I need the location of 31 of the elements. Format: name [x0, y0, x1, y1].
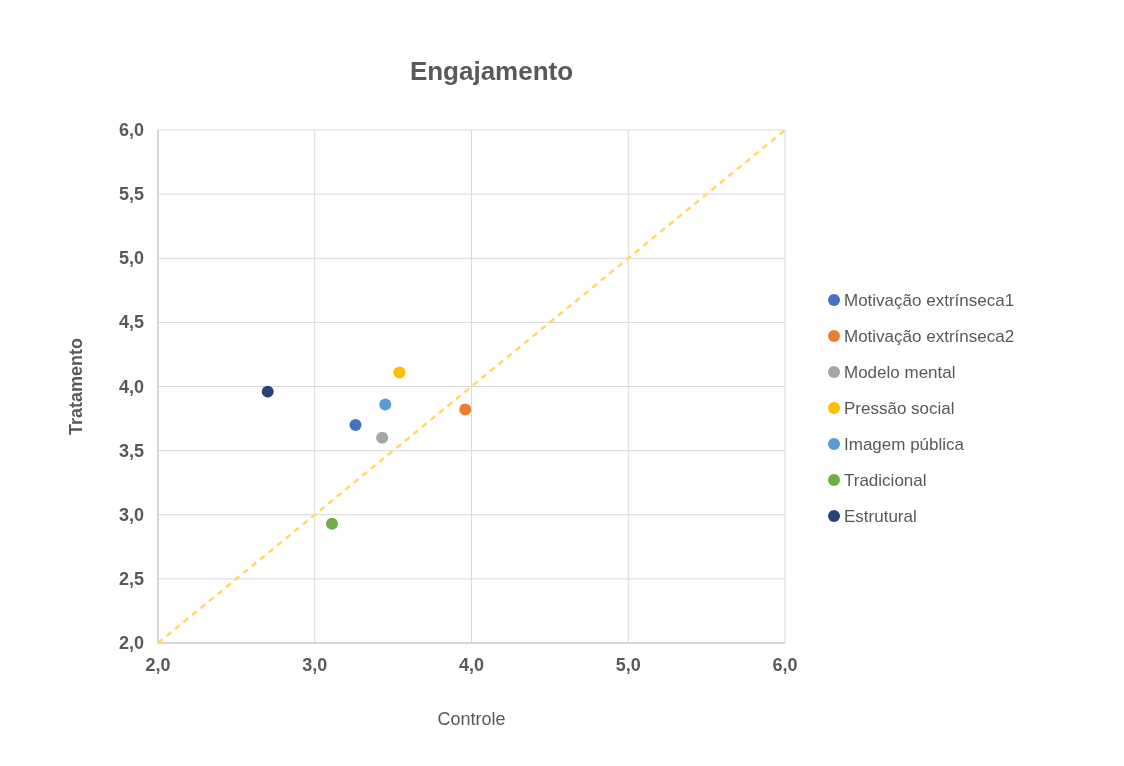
- x-tick-label: 2,0: [145, 655, 171, 675]
- y-tick-label: 4,0: [118, 376, 144, 397]
- point: [325, 517, 338, 530]
- legend-label: Imagem pública: [844, 435, 965, 454]
- point: [379, 398, 392, 411]
- legend-label: Estrutural: [844, 507, 917, 526]
- point: [459, 403, 472, 416]
- legend-label: Motivação extrínseca2: [844, 327, 1015, 346]
- point: [393, 366, 406, 379]
- legend-label: Pressão social: [844, 399, 955, 418]
- legend-label: Modelo mental: [844, 363, 956, 382]
- y-tick-label: 5,0: [118, 248, 144, 269]
- legend-label: Tradicional: [844, 471, 927, 490]
- point: [261, 385, 274, 398]
- y-tick-label: 3,5: [118, 440, 144, 461]
- y-tick-label: 2,5: [118, 568, 144, 589]
- point: [376, 431, 389, 444]
- y-tick-label: 3,0: [118, 504, 144, 525]
- x-tick-label: 6,0: [772, 655, 798, 675]
- point: [349, 418, 362, 431]
- y-tick-label: 2,0: [118, 633, 144, 653]
- x-tick-label: 5,0: [615, 655, 641, 675]
- chart-title: Engajamento: [409, 56, 574, 86]
- y-tick-label: 6,0: [118, 120, 144, 140]
- y-axis-title: Tratamento: [66, 337, 86, 436]
- y-tick-label: 5,5: [118, 184, 144, 205]
- x-tick-label: 3,0: [302, 655, 328, 675]
- x-tick-label: 4,0: [458, 655, 485, 675]
- y-tick-label: 4,5: [118, 312, 144, 333]
- x-axis-title: Controle: [437, 709, 506, 729]
- legend-label: Motivação extrínseca1: [844, 291, 1015, 310]
